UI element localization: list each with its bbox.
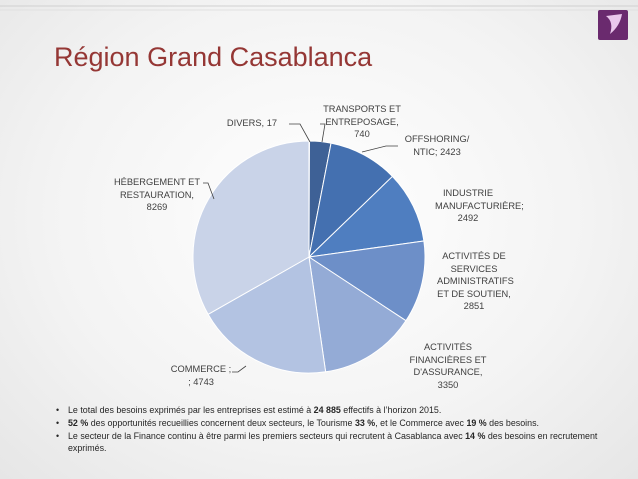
pie-slice bbox=[307, 175, 425, 258]
label-category: COMMERCE ; ; bbox=[170, 364, 232, 387]
note-text: des opportunités recueillies concernent … bbox=[88, 418, 355, 428]
label-category: DIVERS, bbox=[226, 118, 265, 128]
note-text: , et le Commerce avec bbox=[375, 418, 467, 428]
logo-mark bbox=[606, 14, 622, 34]
label-category: TRANSPORTS ET ENTREPOSAGE, bbox=[323, 104, 401, 127]
note-emphasis: 24 885 bbox=[313, 405, 341, 415]
note-emphasis: 14 % bbox=[465, 431, 486, 441]
data-label: TRANSPORTS ET ENTREPOSAGE, 740 bbox=[322, 103, 402, 141]
note-emphasis: 19 % bbox=[466, 418, 487, 428]
data-label: HÉBERGEMENT ET RESTAURATION, 8269 bbox=[111, 176, 203, 214]
note: Le total des besoins exprimés par les en… bbox=[56, 404, 638, 416]
label-category: OFFSHORING/ NTIC; bbox=[404, 134, 470, 157]
leader-line bbox=[361, 145, 398, 153]
pie-slice bbox=[308, 255, 407, 373]
data-label: ACTIVITÉS FINANCIÈRES ET D'ASSURANCE, 33… bbox=[408, 341, 488, 391]
note: 52 % des opportunités recueillies concer… bbox=[56, 417, 638, 429]
label-value: 740 bbox=[354, 129, 370, 139]
label-category: ACTIVITÉS DE SERVICES ADMINISTRATIFS ET … bbox=[437, 251, 514, 299]
leader-line bbox=[203, 182, 215, 200]
label-category: ACTIVITÉS FINANCIÈRES ET D'ASSURANCE, bbox=[409, 342, 487, 377]
label-value: 17 bbox=[266, 118, 278, 128]
data-label: COMMERCE ; ; 4743 bbox=[170, 363, 232, 388]
label-value: 8269 bbox=[146, 202, 168, 212]
label-category: INDUSTRIE MANUFACTURIÈRE; bbox=[435, 188, 524, 211]
leader-line bbox=[289, 123, 311, 143]
data-label: OFFSHORING/ NTIC; 2423 bbox=[392, 133, 482, 158]
label-value: 2423 bbox=[440, 146, 461, 157]
note-emphasis: 33 % bbox=[354, 418, 376, 428]
pie-slice bbox=[192, 140, 310, 316]
label-category: HÉBERGEMENT ET RESTAURATION, bbox=[113, 177, 201, 200]
note-text: Le total des besoins exprimés par les en… bbox=[68, 405, 314, 415]
label-value: 4743 bbox=[193, 376, 214, 387]
pie-slice bbox=[307, 240, 426, 322]
leader-lines bbox=[203, 123, 398, 373]
notes: Le total des besoins exprimés par les en… bbox=[56, 404, 638, 455]
data-label: INDUSTRIE MANUFACTURIÈRE; 2492 bbox=[435, 187, 524, 225]
leader-line bbox=[320, 123, 326, 143]
pie bbox=[192, 140, 426, 374]
pie-slice bbox=[207, 256, 327, 374]
note-emphasis: 52 % bbox=[68, 418, 89, 428]
note-text: des besoins. bbox=[486, 418, 539, 428]
label-value: 2492 bbox=[457, 213, 479, 223]
leader-line bbox=[232, 365, 247, 373]
data-label: ACTIVITÉS DE SERVICES ADMINISTRATIFS ET … bbox=[437, 250, 514, 313]
label-value: 2851 bbox=[463, 301, 485, 311]
chart-title: Région Grand Casablanca bbox=[54, 42, 373, 72]
data-label: DIVERS, 17 bbox=[214, 117, 290, 130]
note: Le secteur de la Finance continu à être … bbox=[56, 430, 638, 454]
note-text: des besoins en recrutement exprimés. bbox=[68, 431, 598, 453]
note-text: effectifs à l’horizon 2015. bbox=[340, 405, 442, 415]
label-value: 3350 bbox=[437, 379, 459, 390]
note-text: Le secteur de la Finance continu à être … bbox=[68, 431, 466, 441]
